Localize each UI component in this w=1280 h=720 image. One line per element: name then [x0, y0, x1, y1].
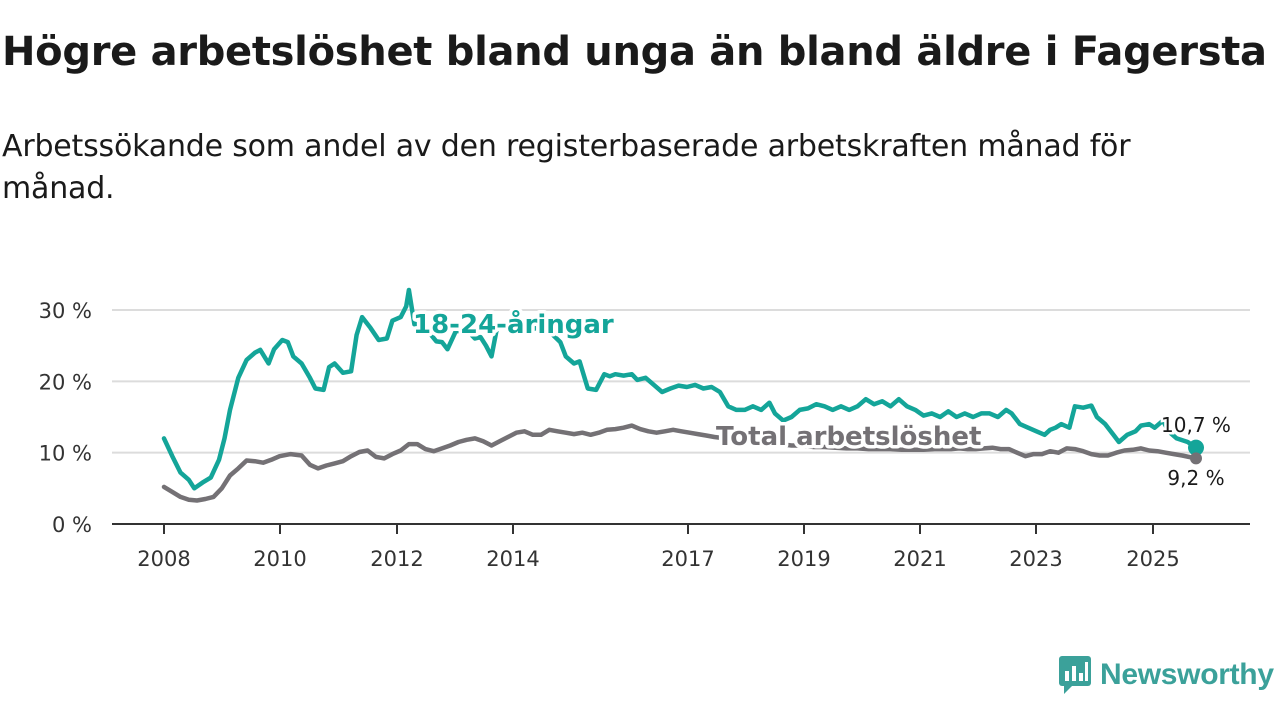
series-line-total: [161, 423, 1199, 503]
end-marker-youth: [1188, 439, 1204, 456]
end-value-label-youth: 10,7 %: [1161, 413, 1231, 437]
end-value-label-total: 9,2 %: [1167, 466, 1224, 490]
chart-subtitle: Arbetssökande som andel av den registerb…: [2, 129, 1131, 206]
series-line-youth: [161, 287, 1199, 491]
y-tick-label: 0 %: [52, 513, 92, 537]
brand-name: Newsworthy: [1100, 658, 1274, 691]
x-tick-label: 2012: [370, 547, 423, 571]
series-label-total: Total arbetslöshet: [716, 422, 981, 452]
x-tick-label: 2021: [893, 547, 946, 571]
x-tick-label: 2019: [777, 547, 830, 571]
y-tick-label: 30 %: [39, 299, 92, 323]
series-label-youth: 18-24-åringar: [413, 308, 614, 340]
newsworthy-logo-icon: [1059, 656, 1091, 694]
brand-logo: Newsworthy: [1058, 654, 1274, 696]
x-tick-label: 2023: [1009, 547, 1062, 571]
series-lines: [161, 287, 1204, 503]
axes: 0 % 10 % 20 % 30 % 2008 2010 2012 2014 2017 2019 2…: [39, 299, 1250, 571]
end-marker-total: [1190, 452, 1202, 465]
x-tick-label: 2008: [137, 547, 190, 571]
x-tick-label: 2010: [253, 547, 306, 571]
y-tick-label: 20 %: [39, 370, 92, 394]
series-labels: 18-24-åringar Total arbetslöshet 10,7 % 9,2…: [410, 305, 1234, 493]
x-tick-label: 2017: [661, 547, 714, 571]
y-tick-label: 10 %: [39, 442, 92, 466]
x-tick-label: 2025: [1126, 547, 1179, 571]
chart-title: Högre arbetslöshet bland unga än bland ä…: [2, 29, 1267, 75]
x-tick-label: 2014: [486, 547, 539, 571]
